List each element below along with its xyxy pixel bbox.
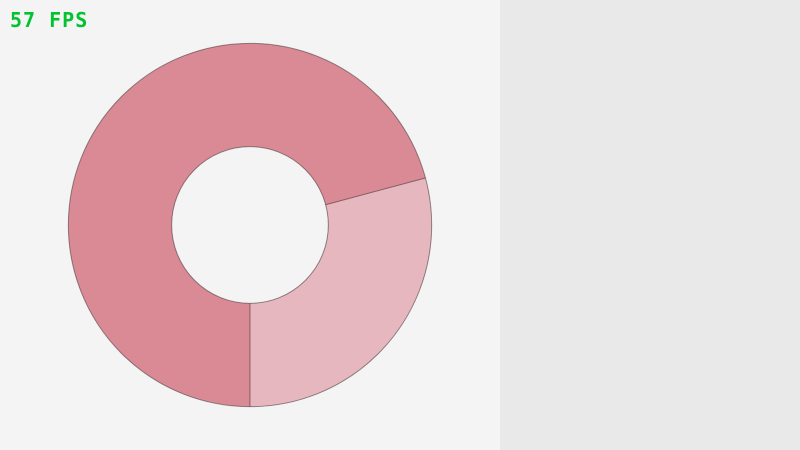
fps-counter: 57 FPS	[10, 8, 89, 32]
slider-row-endangle: EndAngle 360.00	[500, 70, 800, 90]
slider-row-innerradius: InnerRadius 78.33	[500, 140, 800, 160]
ring-sector-single	[250, 177, 432, 407]
controls-panel: StartAngle -255.00 EndAngle 360.00 Inner…	[500, 0, 800, 450]
slider-row-outerradius: OuterRadius 181.67	[500, 170, 800, 190]
slider-row-startangle: StartAngle -255.00	[500, 40, 800, 60]
ring-lines	[67, 42, 433, 408]
slider-row-segments: Segments 0.00	[500, 240, 800, 260]
ring-chart	[67, 42, 433, 408]
